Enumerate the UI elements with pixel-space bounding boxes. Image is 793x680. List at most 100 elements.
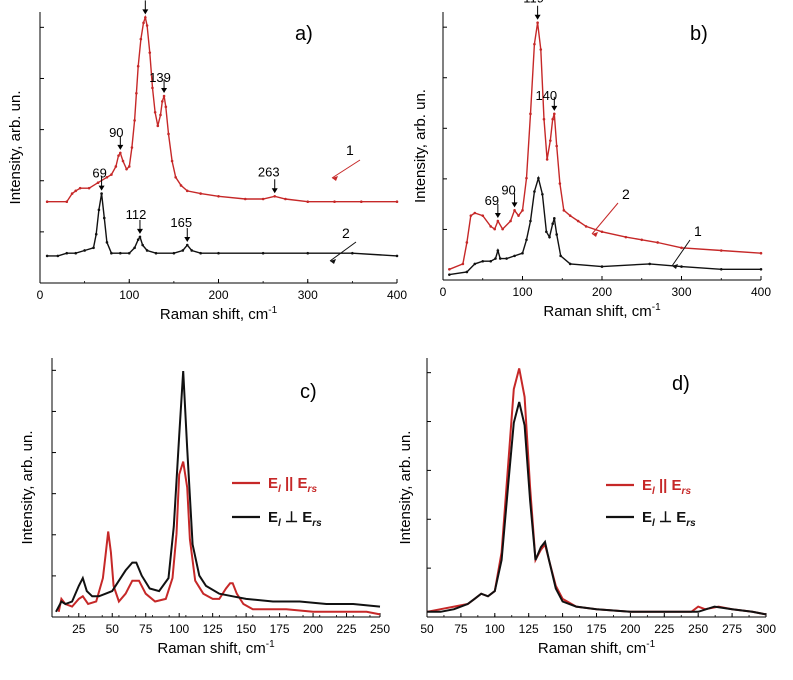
data-point bbox=[105, 241, 109, 244]
annotation-arrowhead bbox=[142, 9, 149, 15]
x-tick-label: 150 bbox=[236, 622, 256, 636]
x-tick-label: 200 bbox=[592, 285, 612, 299]
data-point bbox=[70, 192, 74, 195]
x-tick-label: 400 bbox=[387, 288, 407, 302]
data-point bbox=[521, 209, 524, 212]
x-axis-label: Raman shift, cm-1 bbox=[543, 302, 661, 320]
data-point bbox=[333, 200, 336, 203]
legend-sub-2: rs bbox=[682, 486, 692, 497]
data-point bbox=[558, 182, 562, 185]
data-point bbox=[74, 189, 77, 193]
data-point bbox=[100, 192, 103, 195]
legend-label: El ⊥ Ers bbox=[642, 509, 696, 529]
data-point bbox=[640, 238, 644, 242]
data-point bbox=[542, 117, 546, 121]
data-point bbox=[719, 267, 723, 271]
data-point bbox=[121, 159, 125, 163]
x-tick-label: 300 bbox=[671, 285, 691, 299]
x-axis-label-sup: -1 bbox=[652, 302, 661, 313]
chart-panel-b: 0 100 200 300 400 Raman shift, cm-1 Intensity,… bbox=[412, 0, 771, 320]
curve-label-arrowhead bbox=[330, 259, 336, 264]
series-line-2 bbox=[449, 175, 761, 276]
peak-label: 140 bbox=[535, 88, 557, 103]
data-point bbox=[125, 167, 128, 171]
data-point bbox=[170, 159, 174, 163]
data-point bbox=[481, 259, 485, 263]
x-tick-label: 0 bbox=[440, 285, 447, 299]
peak-label: 139 bbox=[149, 70, 171, 85]
data-point bbox=[145, 24, 149, 27]
data-point bbox=[600, 230, 604, 234]
data-point bbox=[74, 251, 77, 255]
data-point bbox=[624, 235, 628, 239]
data-point bbox=[185, 189, 189, 193]
data-point bbox=[141, 243, 144, 247]
x-tick-label: 225 bbox=[337, 622, 357, 636]
data-point bbox=[489, 225, 493, 228]
data-point bbox=[395, 200, 399, 203]
data-point bbox=[656, 241, 659, 244]
data-point bbox=[553, 112, 556, 116]
peak-label: 69 bbox=[485, 193, 499, 208]
x-tick-label: 300 bbox=[298, 288, 318, 302]
data-point bbox=[501, 227, 504, 231]
legend-symbol-2: E bbox=[298, 475, 308, 492]
panel-label: a) bbox=[295, 23, 313, 45]
data-point bbox=[87, 186, 91, 190]
legend-op: ⊥ bbox=[655, 509, 676, 526]
data-point bbox=[513, 254, 516, 258]
x-tick-label: 275 bbox=[722, 622, 742, 636]
data-point bbox=[537, 176, 540, 180]
peak-label: 119 bbox=[523, 0, 544, 6]
data-point bbox=[306, 251, 310, 255]
data-point bbox=[533, 190, 536, 193]
x-tick-label: 75 bbox=[139, 622, 153, 636]
data-point bbox=[65, 200, 69, 203]
x-tick-label: 25 bbox=[72, 622, 86, 636]
data-point bbox=[680, 246, 683, 250]
data-point bbox=[151, 86, 154, 90]
data-point bbox=[243, 197, 247, 201]
legend-sub: l bbox=[278, 484, 281, 495]
curve-label: 2 bbox=[622, 186, 630, 202]
x-tick-label: 200 bbox=[208, 288, 228, 302]
data-point bbox=[584, 225, 588, 228]
data-point bbox=[127, 165, 131, 168]
data-point bbox=[513, 209, 516, 212]
x-tick-label: 0 bbox=[37, 288, 44, 302]
data-point bbox=[284, 197, 287, 201]
panel-label: d) bbox=[672, 373, 690, 395]
peak-label: 90 bbox=[501, 182, 515, 197]
data-point bbox=[448, 273, 451, 276]
data-point bbox=[496, 249, 500, 252]
x-axis-label-text: Raman shift, cm bbox=[538, 640, 646, 657]
data-point bbox=[159, 113, 162, 117]
annotation-arrowhead bbox=[184, 237, 191, 243]
annotation-arrowhead bbox=[494, 213, 501, 219]
data-point bbox=[162, 94, 166, 98]
curve-label-pointer bbox=[591, 202, 619, 235]
chart-panel-d: 50 75 100 125 150 175 200 225 250 275 300 Raman shi… bbox=[397, 358, 776, 657]
x-tick-label: 400 bbox=[751, 285, 771, 299]
peak-label: 263 bbox=[258, 164, 280, 179]
x-tick-label: 125 bbox=[519, 622, 539, 636]
data-point bbox=[185, 243, 189, 247]
data-point bbox=[133, 119, 136, 122]
data-point bbox=[119, 151, 122, 155]
data-point bbox=[545, 230, 548, 234]
data-point bbox=[153, 110, 157, 114]
series-line-2 bbox=[47, 193, 398, 257]
data-point bbox=[217, 251, 220, 255]
data-point bbox=[719, 249, 723, 252]
data-point bbox=[92, 246, 95, 250]
data-point bbox=[160, 100, 164, 103]
x-axis-label: Raman shift, cm-1 bbox=[538, 639, 656, 657]
data-point bbox=[465, 241, 469, 244]
legend-sub: l bbox=[278, 518, 281, 529]
data-point bbox=[541, 192, 544, 196]
series-line-1 bbox=[426, 368, 767, 616]
annotation-arrowhead bbox=[117, 144, 124, 150]
data-point bbox=[505, 257, 508, 260]
data-point bbox=[117, 154, 120, 157]
data-point bbox=[529, 112, 532, 116]
